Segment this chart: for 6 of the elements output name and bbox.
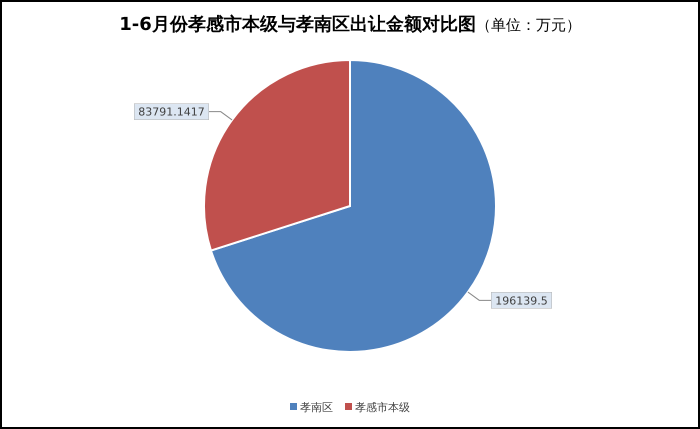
chart-subtitle: （单位：万元）: [476, 16, 581, 34]
chart-title: 1-6月份孝感市本级与孝南区出让金额对比图: [119, 14, 476, 35]
legend-label: 孝感市本级: [355, 401, 410, 414]
data-label: 83791.1417: [138, 106, 205, 119]
data-label: 196139.5: [495, 294, 548, 308]
legend-label: 孝南区: [300, 401, 333, 414]
